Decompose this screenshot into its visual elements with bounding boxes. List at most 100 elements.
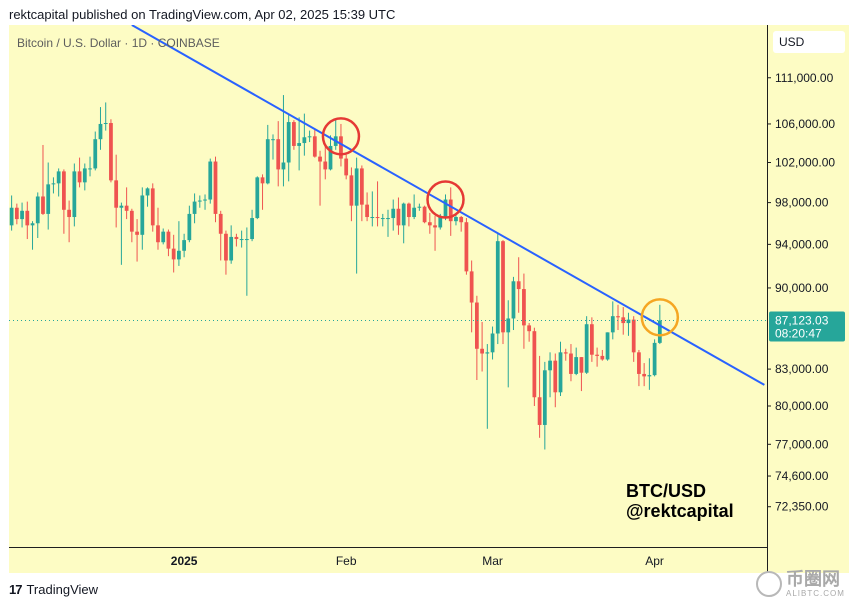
candle — [396, 197, 401, 235]
candle — [443, 194, 448, 221]
candle-body — [166, 231, 171, 249]
candle-body — [56, 171, 61, 184]
candle — [67, 200, 71, 243]
candle-body — [422, 206, 427, 223]
candle — [234, 233, 239, 247]
candle — [250, 209, 254, 242]
candle-body — [318, 156, 322, 162]
candle — [260, 174, 265, 210]
candle — [454, 214, 458, 226]
candles-layer — [9, 95, 662, 450]
candle — [35, 192, 40, 238]
y-tick-label: 80,000.00 — [775, 399, 829, 413]
price-tag-value: 87,123.03 — [775, 314, 829, 328]
candle-body — [469, 271, 474, 303]
candle-body — [511, 281, 516, 319]
candle — [417, 203, 422, 211]
author-watermark: BTC/USD @rektcapital — [626, 481, 734, 521]
candle-body — [312, 136, 317, 157]
candle — [501, 240, 505, 345]
candle-body — [584, 324, 589, 373]
candle-body — [480, 348, 484, 354]
candle — [532, 327, 537, 406]
candle — [20, 202, 24, 228]
candle — [255, 176, 260, 220]
candle — [474, 295, 479, 381]
y-tick-label: 111,000.00 — [775, 71, 834, 85]
candle-body — [474, 302, 479, 349]
y-tick-label: 72,350.00 — [775, 500, 829, 514]
candle — [119, 202, 124, 265]
candle-body — [553, 360, 558, 393]
candle-body — [72, 171, 77, 218]
candle-body — [171, 248, 176, 260]
candle-body — [307, 136, 312, 138]
candle-body — [197, 200, 202, 202]
candle-body — [652, 342, 657, 376]
currency-selector[interactable]: USD — [773, 31, 845, 53]
candle — [605, 332, 610, 361]
candle-body — [537, 397, 542, 425]
price-chart[interactable]: 111,000.00 106,000.00 102,000.00 98,000.00 9… — [9, 25, 849, 573]
candle-body — [605, 332, 610, 360]
candle — [135, 219, 139, 262]
candle — [286, 113, 291, 182]
candle-body — [244, 239, 249, 241]
candle-body — [506, 318, 511, 333]
candle — [527, 323, 532, 342]
y-tick-label: 102,000.00 — [775, 156, 835, 170]
candle — [140, 187, 145, 250]
candle — [469, 260, 474, 333]
candle-body — [464, 222, 469, 272]
candle-body — [229, 236, 234, 261]
candle — [197, 195, 202, 208]
candle-body — [35, 196, 40, 224]
candle — [553, 353, 558, 408]
watermark-line-pair: BTC/USD — [626, 481, 706, 501]
y-tick-label: 106,000.00 — [775, 117, 835, 131]
candle — [166, 229, 171, 257]
candle-body — [438, 217, 443, 228]
candle — [25, 201, 30, 240]
candle-body — [485, 352, 490, 354]
tradingview-logo[interactable]: 17 TradingView — [9, 582, 98, 597]
candle — [244, 227, 249, 296]
candle-body — [459, 217, 464, 223]
candle-body — [77, 171, 82, 183]
candle-body — [213, 161, 218, 214]
candle-body — [276, 139, 281, 170]
candle — [359, 165, 364, 222]
candle-body — [339, 136, 343, 159]
candle — [224, 230, 228, 275]
candle-body — [370, 217, 375, 219]
candle — [344, 154, 349, 180]
candle — [652, 339, 657, 377]
candle-body — [135, 231, 139, 235]
candle-body — [250, 218, 254, 240]
candle-body — [239, 239, 244, 241]
candle — [203, 194, 207, 210]
candle — [218, 210, 223, 261]
candle-body — [46, 184, 51, 214]
candle — [297, 117, 302, 171]
candle — [642, 363, 647, 387]
candle-body — [224, 233, 228, 261]
candle — [46, 162, 51, 230]
candle-body — [145, 188, 150, 196]
candle-body — [401, 203, 406, 226]
candle — [109, 119, 113, 183]
candle — [542, 361, 547, 450]
candle — [339, 123, 343, 167]
candle — [318, 150, 322, 206]
candle — [213, 156, 218, 223]
candle — [427, 212, 432, 234]
price-tag-countdown: 08:20:47 — [775, 327, 822, 341]
candle — [485, 344, 490, 429]
candle — [103, 102, 108, 131]
y-tick-label: 83,000.00 — [775, 362, 829, 376]
candle — [412, 194, 417, 220]
chart-area[interactable]: 111,000.00 106,000.00 102,000.00 98,000.00 9… — [9, 25, 849, 573]
candle-body — [109, 123, 113, 181]
candle-body — [600, 355, 605, 360]
